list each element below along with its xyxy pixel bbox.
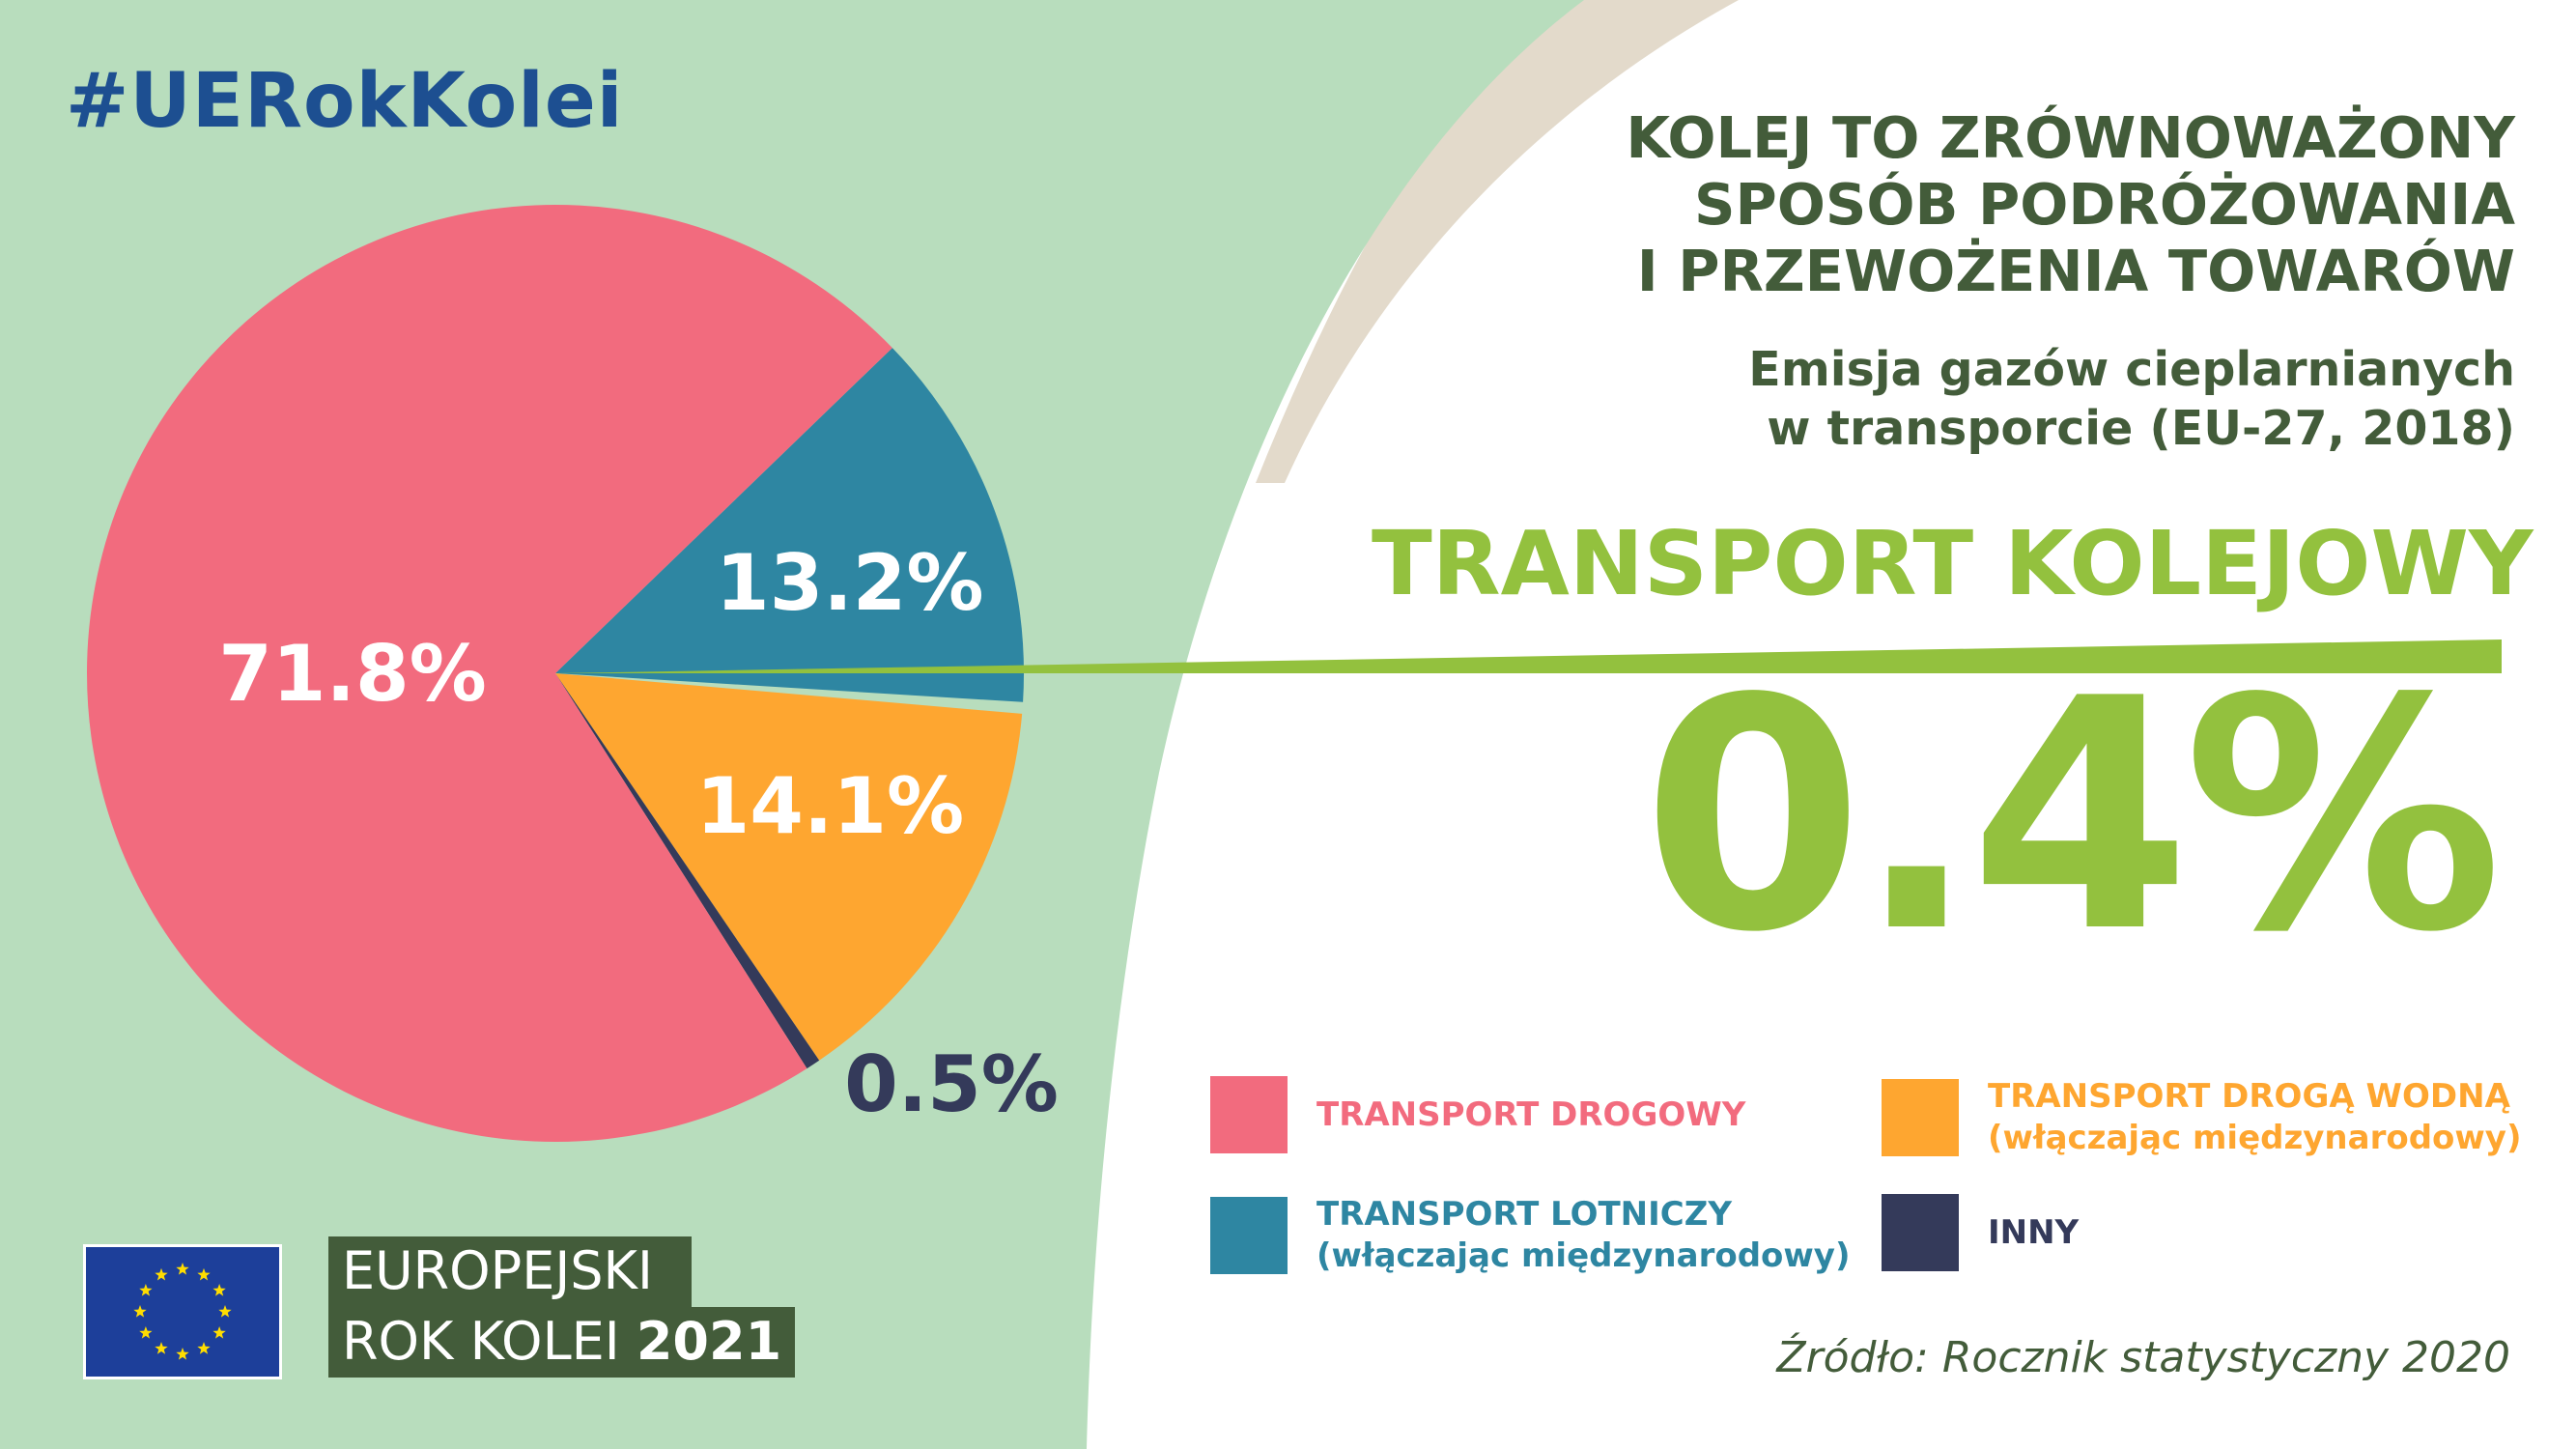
star-icon [218,1305,232,1318]
pie-slice-label: 71.8% [218,629,487,719]
title-line: SPOSÓB PODRÓŻOWANIA [1693,171,2515,239]
star-icon [176,1348,189,1360]
pie-slice-label: 13.2% [716,538,984,628]
star-icon [155,1267,168,1281]
beige-arc [1256,0,1739,483]
title-line: I PRZEWOŻENIA TOWARÓW [1636,238,2515,305]
legend-label: TRANSPORT LOTNICZY (włączając międzynaro… [1316,1195,1851,1275]
eu-flag-icon [133,1263,232,1360]
star-icon [139,1284,153,1296]
hashtag: #UERokKolei [66,58,624,145]
logo-line-2: ROK KOLEI 2021 [328,1306,796,1378]
source-note: Źródło: Rocznik statystyczny 2020 [1776,1333,2510,1382]
page-title: KOLEJ TO ZRÓWNOWAŻONY SPOSÓB PODRÓŻOWANI… [1453,104,2515,304]
logo-line-1: EUROPEJSKI [328,1236,692,1307]
pie-slice [87,205,892,1143]
star-icon [133,1305,147,1318]
legend-label: TRANSPORT DROGĄ WODNĄ (włączając międzyn… [1988,1077,2522,1157]
legend-swatch [1210,1196,1288,1274]
star-icon [176,1263,189,1275]
star-icon [155,1342,168,1354]
highlight-label: TRANSPORT KOLEJOWY [1372,512,2534,615]
legend-item-air: TRANSPORT LOTNICZY (włączając międzynaro… [1210,1194,1851,1276]
star-icon [212,1284,226,1296]
european-year-of-rail-logo: EUROPEJSKI ROK KOLEI 2021 [328,1236,796,1378]
legend-label: INNY [1988,1212,2080,1252]
star-icon [197,1267,211,1281]
legend-label: TRANSPORT DROGOWY [1316,1094,1746,1134]
pie-slice [555,673,820,1069]
legend-swatch [1882,1078,1959,1156]
eu-flag-logo [83,1244,282,1379]
pie-slice-rail [555,639,2502,673]
title-line: KOLEJ TO ZRÓWNOWAŻONY [1626,104,2515,171]
highlight-value: 0.4% [1642,631,2503,1002]
pie-slice [555,348,1024,702]
legend-item-other: INNY [1882,1194,2079,1271]
subtitle-line: Emisja gazów cieplarnianych [1748,342,2515,397]
star-icon [139,1326,153,1339]
star-icon [212,1326,226,1339]
star-icon [197,1342,211,1354]
subtitle-line: w transporcie (EU-27, 2018) [1767,401,2515,457]
legend-item-water: TRANSPORT DROGĄ WODNĄ (włączając międzyn… [1882,1076,2522,1158]
chart-subtitle: Emisja gazów cieplarnianych w transporci… [1549,340,2515,459]
legend-item-road: TRANSPORT DROGOWY [1210,1076,1745,1153]
pie-slice-label: 0.5% [844,1039,1059,1129]
pie-slice [555,673,1023,1061]
pie-slice-label: 14.1% [696,761,965,851]
legend-swatch [1882,1194,1959,1271]
legend-swatch [1210,1076,1288,1153]
